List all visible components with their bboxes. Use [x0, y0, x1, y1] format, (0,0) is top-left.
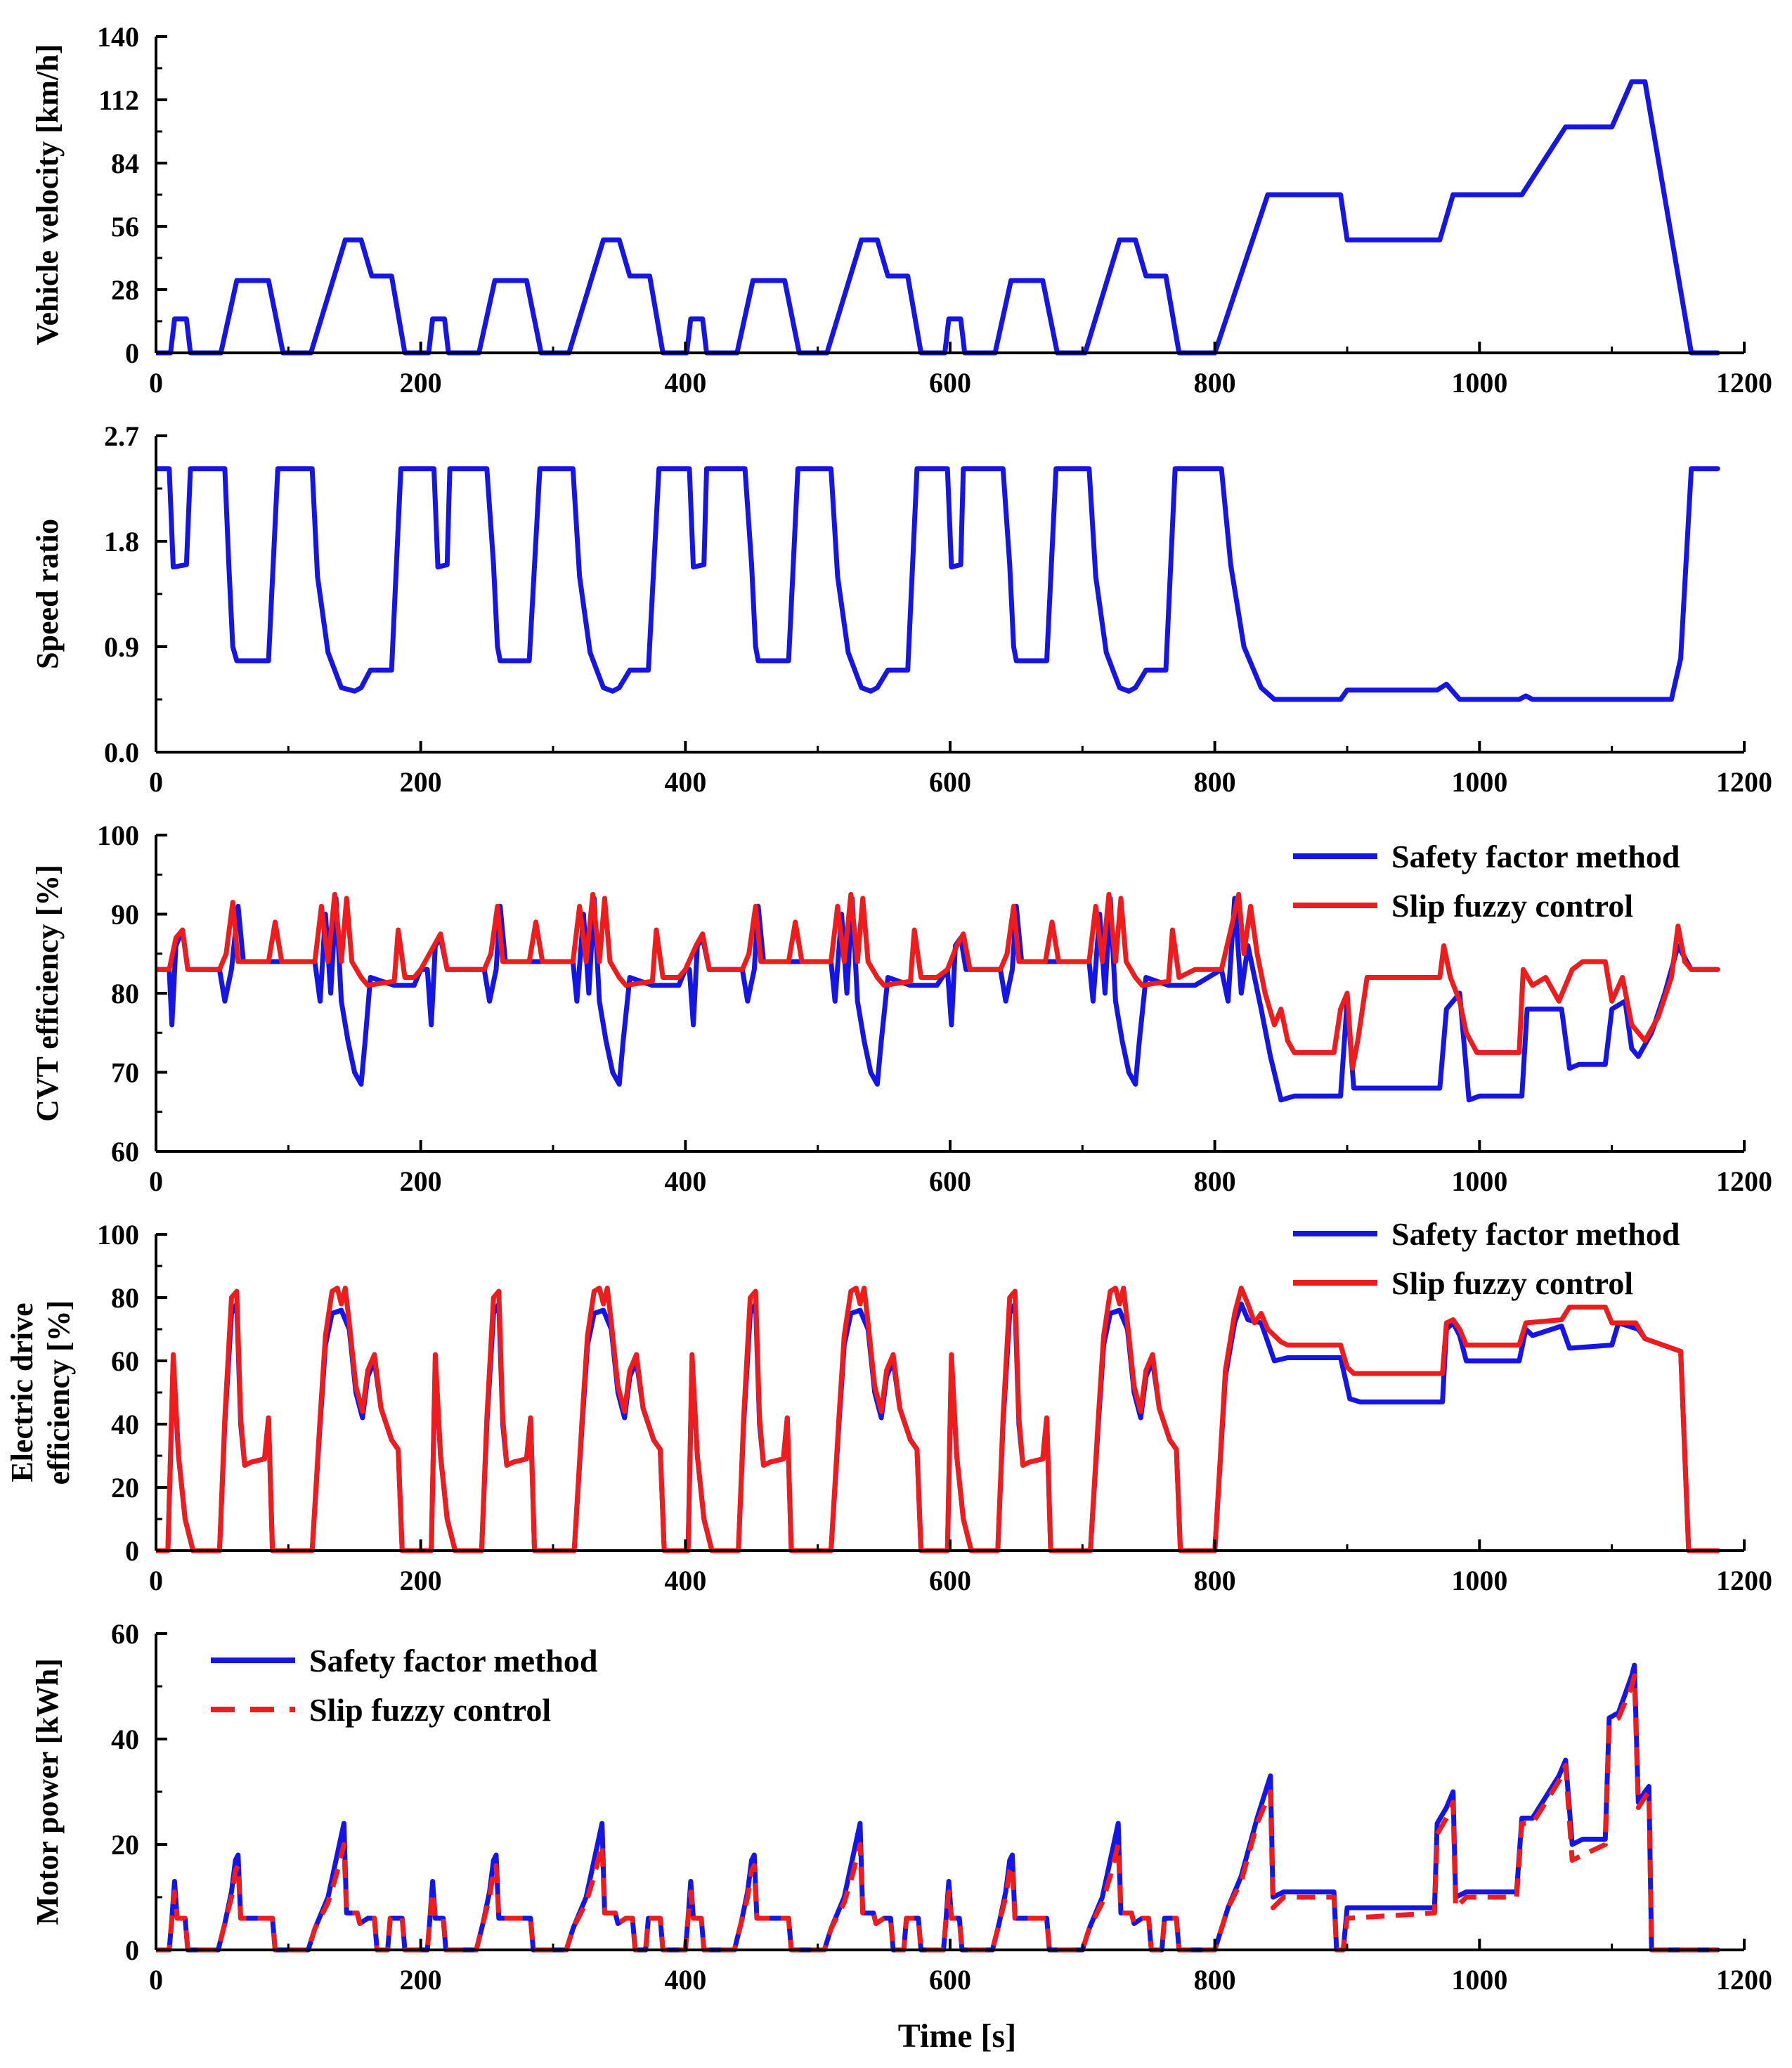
y-tick-label: 0 [125, 1535, 139, 1567]
x-tick-label: 200 [400, 1565, 442, 1596]
x-tick-label: 1200 [1716, 1964, 1772, 1996]
legend-label-safety-factor-method: Safety factor method [1391, 1216, 1680, 1252]
x-tick-label: 200 [400, 1165, 442, 1197]
x-tick-label: 400 [664, 766, 706, 798]
y-tick-label: 90 [111, 899, 139, 931]
y-tick-label: 140 [97, 21, 139, 53]
x-tick-label: 600 [929, 1565, 971, 1596]
y-axis-label: Vehicle velocity [km/h] [30, 44, 65, 346]
legend: Safety factor method Slip fuzzy control [211, 1643, 598, 1728]
y-tick-label: 1.8 [104, 526, 139, 557]
y-axis-label: Speed ratio [30, 519, 65, 669]
y-tick-label: 40 [111, 1724, 139, 1755]
series-line-slip-fuzzy-control [156, 1286, 1720, 1553]
x-tick-label: 400 [664, 1165, 706, 1197]
y-tick-label: 0 [125, 337, 139, 369]
x-tick-label: 1000 [1451, 1165, 1507, 1197]
series-line-safety-factor-method [156, 1301, 1720, 1553]
x-tick-label: 1200 [1716, 1565, 1772, 1596]
y-axis-label: Motor power [kWh] [30, 1658, 65, 1925]
panel-electric-drive-efficiency: 0 200 400 600 800 1000 1200 0 20 40 60 80 100 Electri… [5, 1216, 1772, 1596]
x-tick-label: 400 [664, 1565, 706, 1596]
series-line-safety-factor-method [156, 896, 1720, 1103]
y-tick-label: 100 [97, 820, 139, 851]
y-tick-label: 60 [111, 1345, 139, 1377]
x-tick-label: 1000 [1451, 1565, 1507, 1596]
y-tick-label: 0.9 [104, 631, 139, 663]
x-tick-label: 1000 [1451, 1964, 1507, 1996]
y-tick-label: 80 [111, 978, 139, 1009]
x-tick-label: 1000 [1451, 766, 1507, 798]
x-tick-label: 800 [1194, 367, 1236, 399]
series-line-vehicle-velocity [156, 79, 1720, 356]
x-tick-label: 600 [929, 1165, 971, 1197]
panel-speed-ratio: 0 200 400 600 800 1000 1200 0.0 0.9 1.8 2.7 Speed r… [30, 420, 1772, 798]
x-tick-label: 0 [149, 1565, 163, 1596]
x-tick-label: 1200 [1716, 367, 1772, 399]
x-tick-label: 400 [664, 367, 706, 399]
y-tick-label: 2.7 [104, 420, 139, 452]
y-axis-label: CVT efficiency [%] [30, 865, 65, 1122]
y-tick-label: 0 [125, 1934, 139, 1966]
y-tick-label: 28 [111, 274, 139, 306]
x-tick-label: 0 [149, 766, 163, 798]
series-line-slip-fuzzy-control [156, 891, 1720, 1071]
x-tick-label: 600 [929, 367, 971, 399]
y-tick-label: 84 [111, 148, 139, 179]
x-tick-label: 600 [929, 766, 971, 798]
y-axis-label: Electric drive [5, 1303, 39, 1482]
x-tick-label: 800 [1194, 766, 1236, 798]
x-tick-label: 800 [1194, 1165, 1236, 1197]
y-tick-label: 100 [97, 1219, 139, 1251]
y-tick-label: 20 [111, 1472, 139, 1504]
legend-label-slip-fuzzy-control: Slip fuzzy control [1391, 888, 1633, 924]
y-tick-label: 56 [111, 211, 139, 243]
x-tick-label: 0 [149, 1964, 163, 1996]
y-tick-label: 0.0 [104, 737, 139, 768]
x-tick-label: 200 [400, 367, 442, 399]
x-tick-label: 200 [400, 766, 442, 798]
x-tick-label: 1000 [1451, 367, 1507, 399]
panel-cvt-efficiency: 0 200 400 600 800 1000 1200 60 70 80 90 100 CVT effi… [30, 820, 1772, 1197]
x-tick-label: 400 [664, 1964, 706, 1996]
y-axis-label: efficiency [%] [41, 1300, 76, 1485]
y-tick-label: 60 [111, 1136, 139, 1168]
y-tick-label: 80 [111, 1282, 139, 1314]
x-tick-label: 0 [149, 367, 163, 399]
panel-vehicle-velocity: 0 200 400 600 800 1000 1200 0 28 56 84 112 140 Vehicl… [30, 21, 1772, 399]
panel-motor-power: 0 200 400 600 800 1000 1200 0 20 40 60 Motor power … [30, 1618, 1772, 1996]
x-tick-label: 0 [149, 1165, 163, 1197]
x-tick-label: 1200 [1716, 1165, 1772, 1197]
legend-label-safety-factor-method: Safety factor method [309, 1643, 598, 1679]
x-tick-label: 800 [1194, 1565, 1236, 1596]
legend: Safety factor method Slip fuzzy control [1293, 1216, 1680, 1301]
x-tick-label: 600 [929, 1964, 971, 1996]
y-tick-label: 112 [98, 84, 139, 116]
x-tick-label: 200 [400, 1964, 442, 1996]
x-tick-label: 800 [1194, 1964, 1236, 1996]
series-line-speed-ratio [156, 466, 1720, 702]
legend-label-slip-fuzzy-control: Slip fuzzy control [1391, 1265, 1633, 1301]
legend-label-safety-factor-method: Safety factor method [1391, 839, 1680, 874]
legend: Safety factor method Slip fuzzy control [1293, 839, 1680, 924]
x-tick-label: 1200 [1716, 766, 1772, 798]
legend-label-slip-fuzzy-control: Slip fuzzy control [309, 1692, 551, 1728]
y-tick-label: 20 [111, 1829, 139, 1861]
x-axis-label: Time [s] [898, 2017, 1016, 2055]
y-tick-label: 40 [111, 1409, 139, 1440]
y-tick-label: 60 [111, 1618, 139, 1650]
y-tick-label: 70 [111, 1057, 139, 1089]
